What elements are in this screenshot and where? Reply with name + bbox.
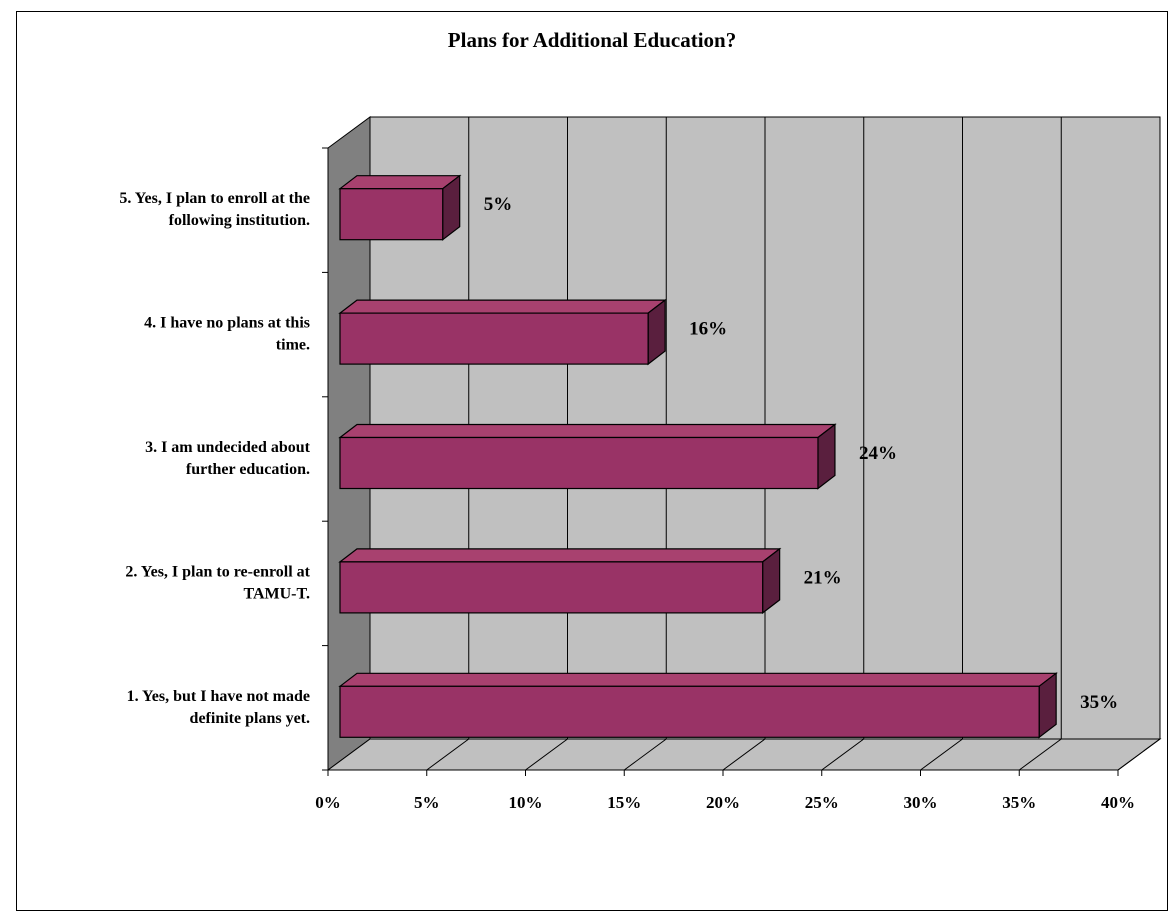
category-label: further education.	[186, 461, 310, 478]
floor-gridline	[1018, 738, 1062, 771]
bar	[339, 436, 819, 490]
bar-top-face	[338, 175, 462, 190]
category-label: 2. Yes, I plan to re-enroll at	[125, 563, 310, 580]
x-tick-label: 40%	[1101, 793, 1135, 812]
floor-gridline	[525, 738, 568, 771]
category-label: 3. I am undecided about	[145, 439, 311, 456]
category-label: 4. I have no plans at this	[144, 315, 310, 332]
data-label: 5%	[484, 194, 513, 215]
data-label: 35%	[1080, 692, 1118, 713]
category-label: following institution.	[169, 212, 310, 229]
category-label: 1. Yes, but I have not made	[127, 688, 310, 705]
bar	[339, 685, 1040, 738]
bar-top-face	[338, 672, 1058, 687]
x-tick-label: 15%	[607, 793, 641, 812]
x-tick-label: 25%	[805, 793, 839, 812]
x-tick-label: 35%	[1002, 793, 1036, 812]
category-label: 5. Yes, I plan to enroll at the	[119, 190, 310, 207]
category-label: TAMU-T.	[243, 585, 310, 602]
bar	[339, 188, 444, 241]
chart-title: Plans for Additional Education?	[447, 28, 737, 52]
bar-top-face	[338, 548, 782, 563]
x-tick-label: 0%	[315, 793, 341, 812]
x-tick-label: 30%	[904, 793, 938, 812]
data-label: 21%	[804, 567, 842, 588]
x-tick-label: 20%	[706, 793, 740, 812]
x-tick-label: 5%	[414, 793, 440, 812]
category-label: time.	[276, 337, 310, 354]
data-label: 16%	[689, 319, 727, 340]
floor-gridline	[426, 738, 470, 771]
bar-top-face	[338, 299, 667, 314]
data-label: 24%	[859, 443, 897, 464]
floor-gridline	[1117, 738, 1161, 771]
floor-gridline	[722, 738, 766, 771]
bar	[339, 312, 649, 365]
floor-gridline	[623, 738, 667, 771]
category-label: definite plans yet.	[190, 710, 310, 727]
bar-top-face	[338, 423, 837, 439]
bar	[339, 561, 764, 614]
floor-gridline	[920, 738, 963, 771]
x-tick-label: 10%	[509, 793, 543, 812]
floor-gridline	[821, 738, 865, 771]
